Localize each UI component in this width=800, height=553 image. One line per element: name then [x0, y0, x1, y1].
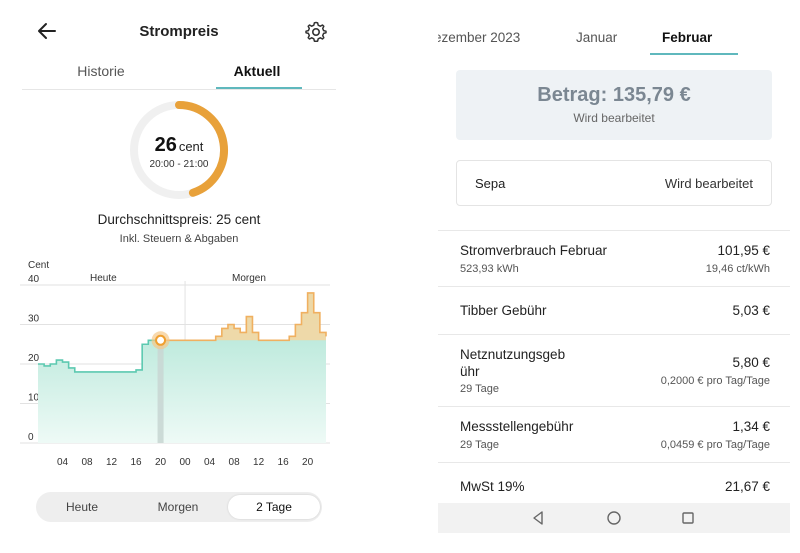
x-tick-label: 08 [229, 457, 241, 468]
range-heute[interactable]: Heute [65, 500, 99, 514]
current-price-value: 26 [154, 134, 177, 156]
payment-method-card[interactable]: Sepa Wird bearbeitet [456, 160, 772, 206]
x-tick-label: 20 [302, 457, 314, 468]
x-tick-label: 04 [204, 457, 216, 468]
y-tick-label: 0 [28, 432, 34, 443]
item-rate: 0,0459 € pro Tag/Tage [660, 439, 770, 451]
item-label: Messstellengebühr [460, 419, 574, 434]
active-month-indicator [650, 53, 738, 55]
item-sub: 523,93 kWh [460, 263, 519, 275]
section-label-morgen: Morgen [232, 273, 266, 284]
price-line-past [38, 339, 161, 373]
list-item: Tibber Gebühr 5,03 € [438, 286, 790, 334]
range-morgen[interactable]: Morgen [157, 500, 199, 514]
price-chart[interactable]: 0 10 20 30 40 Cent Heute Morgen 04 08 12 16 20 00 04 08… [20, 255, 340, 475]
x-tick-label: 00 [180, 457, 192, 468]
price-area [38, 292, 326, 443]
x-tick-label: 08 [81, 457, 93, 468]
y-tick-label: 40 [28, 274, 40, 285]
nav-back-icon[interactable] [530, 510, 546, 526]
view-tabs: Historie Aktuell [22, 58, 336, 90]
active-tab-indicator [216, 87, 302, 89]
page-title: Strompreis [139, 23, 219, 40]
item-label: Stromverbrauch Februar [460, 243, 608, 258]
invoice-screen: ezember 2023 Januar Februar Betrag: 135,… [438, 0, 790, 553]
gear-icon[interactable] [304, 20, 328, 44]
section-label-heute: Heute [90, 273, 117, 284]
x-tick-label: 16 [278, 457, 290, 468]
item-label: MwSt 19% [460, 479, 525, 494]
current-marker[interactable] [155, 334, 167, 346]
x-tick-label: 04 [57, 457, 69, 468]
tab-aktuell[interactable]: Aktuell [233, 63, 281, 79]
y-axis-title: Cent [28, 260, 49, 271]
y-tick-label: 30 [28, 314, 40, 325]
average-price-note: Inkl. Steuern & Abgaben [119, 233, 239, 245]
nav-home-icon[interactable] [606, 510, 622, 526]
y-tick-label: 10 [28, 393, 40, 404]
price-screen: Strompreis Historie Aktuell 26 cent 20:00… [20, 0, 338, 553]
nav-recents-icon[interactable] [680, 510, 696, 526]
month-tabs: ezember 2023 Januar Februar [438, 22, 790, 56]
item-rate: 19,46 ct/kWh [705, 263, 770, 275]
invoice-status: Wird bearbeitet [573, 111, 655, 125]
x-tick-label: 16 [130, 457, 142, 468]
item-sub: 29 Tage [460, 383, 499, 395]
item-label: Netznutzungsgeb [460, 347, 566, 362]
item-label: Tibber Gebühr [460, 303, 547, 318]
item-amount: 5,80 € [732, 355, 770, 370]
item-label-continued: ühr [460, 364, 480, 379]
future-price-area [160, 292, 326, 341]
arrow-left-icon[interactable] [36, 20, 58, 42]
y-tick-label: 20 [28, 353, 40, 364]
current-hour-bar [157, 340, 164, 443]
range-selector: Heute Morgen 2 Tage [36, 492, 322, 522]
tab-historie[interactable]: Historie [77, 63, 125, 79]
item-sub: 29 Tage [460, 439, 499, 451]
average-price: Durchschnittspreis: 25 cent [97, 212, 261, 227]
tab-januar[interactable]: Januar [576, 30, 618, 45]
header: Strompreis [20, 16, 338, 48]
gauge-progress [175, 101, 228, 197]
system-navbar [438, 503, 790, 533]
payment-method-label: Sepa [475, 176, 506, 191]
current-time-range: 20:00 - 21:00 [149, 159, 209, 170]
current-price: 26 cent [124, 134, 234, 157]
x-tick-label: 12 [253, 457, 265, 468]
amount-card: Betrag: 135,79 € Wird bearbeitet [456, 70, 772, 140]
list-item: Messstellengebühr 29 Tage 1,34 € 0,0459 … [438, 406, 790, 462]
price-gauge [130, 101, 228, 199]
item-rate: 0,2000 € pro Tag/Tage [660, 375, 770, 387]
invoice-amount: Betrag: 135,79 € [537, 84, 691, 106]
item-amount: 1,34 € [732, 419, 770, 434]
payment-method-status: Wird bearbeitet [664, 176, 753, 191]
x-tick-label: 20 [155, 457, 167, 468]
x-tick-label: 12 [106, 457, 118, 468]
current-price-unit: cent [178, 139, 204, 154]
list-item: Netznutzungsgeb ühr 29 Tage 5,80 € 0,200… [438, 334, 790, 406]
range-2-tage[interactable]: 2 Tage [228, 495, 320, 519]
item-amount: 21,67 € [724, 479, 770, 494]
tab-februar[interactable]: Februar [662, 30, 713, 45]
invoice-items: Stromverbrauch Februar 523,93 kWh 101,95… [438, 230, 790, 510]
item-amount: 101,95 € [717, 243, 770, 258]
list-item: MwSt 19% 21,67 € [438, 462, 790, 510]
price-line-future [160, 292, 327, 342]
list-item: Stromverbrauch Februar 523,93 kWh 101,95… [438, 230, 790, 286]
tab-dezember-2023[interactable]: ezember 2023 [438, 30, 521, 45]
item-amount: 5,03 € [732, 303, 770, 318]
